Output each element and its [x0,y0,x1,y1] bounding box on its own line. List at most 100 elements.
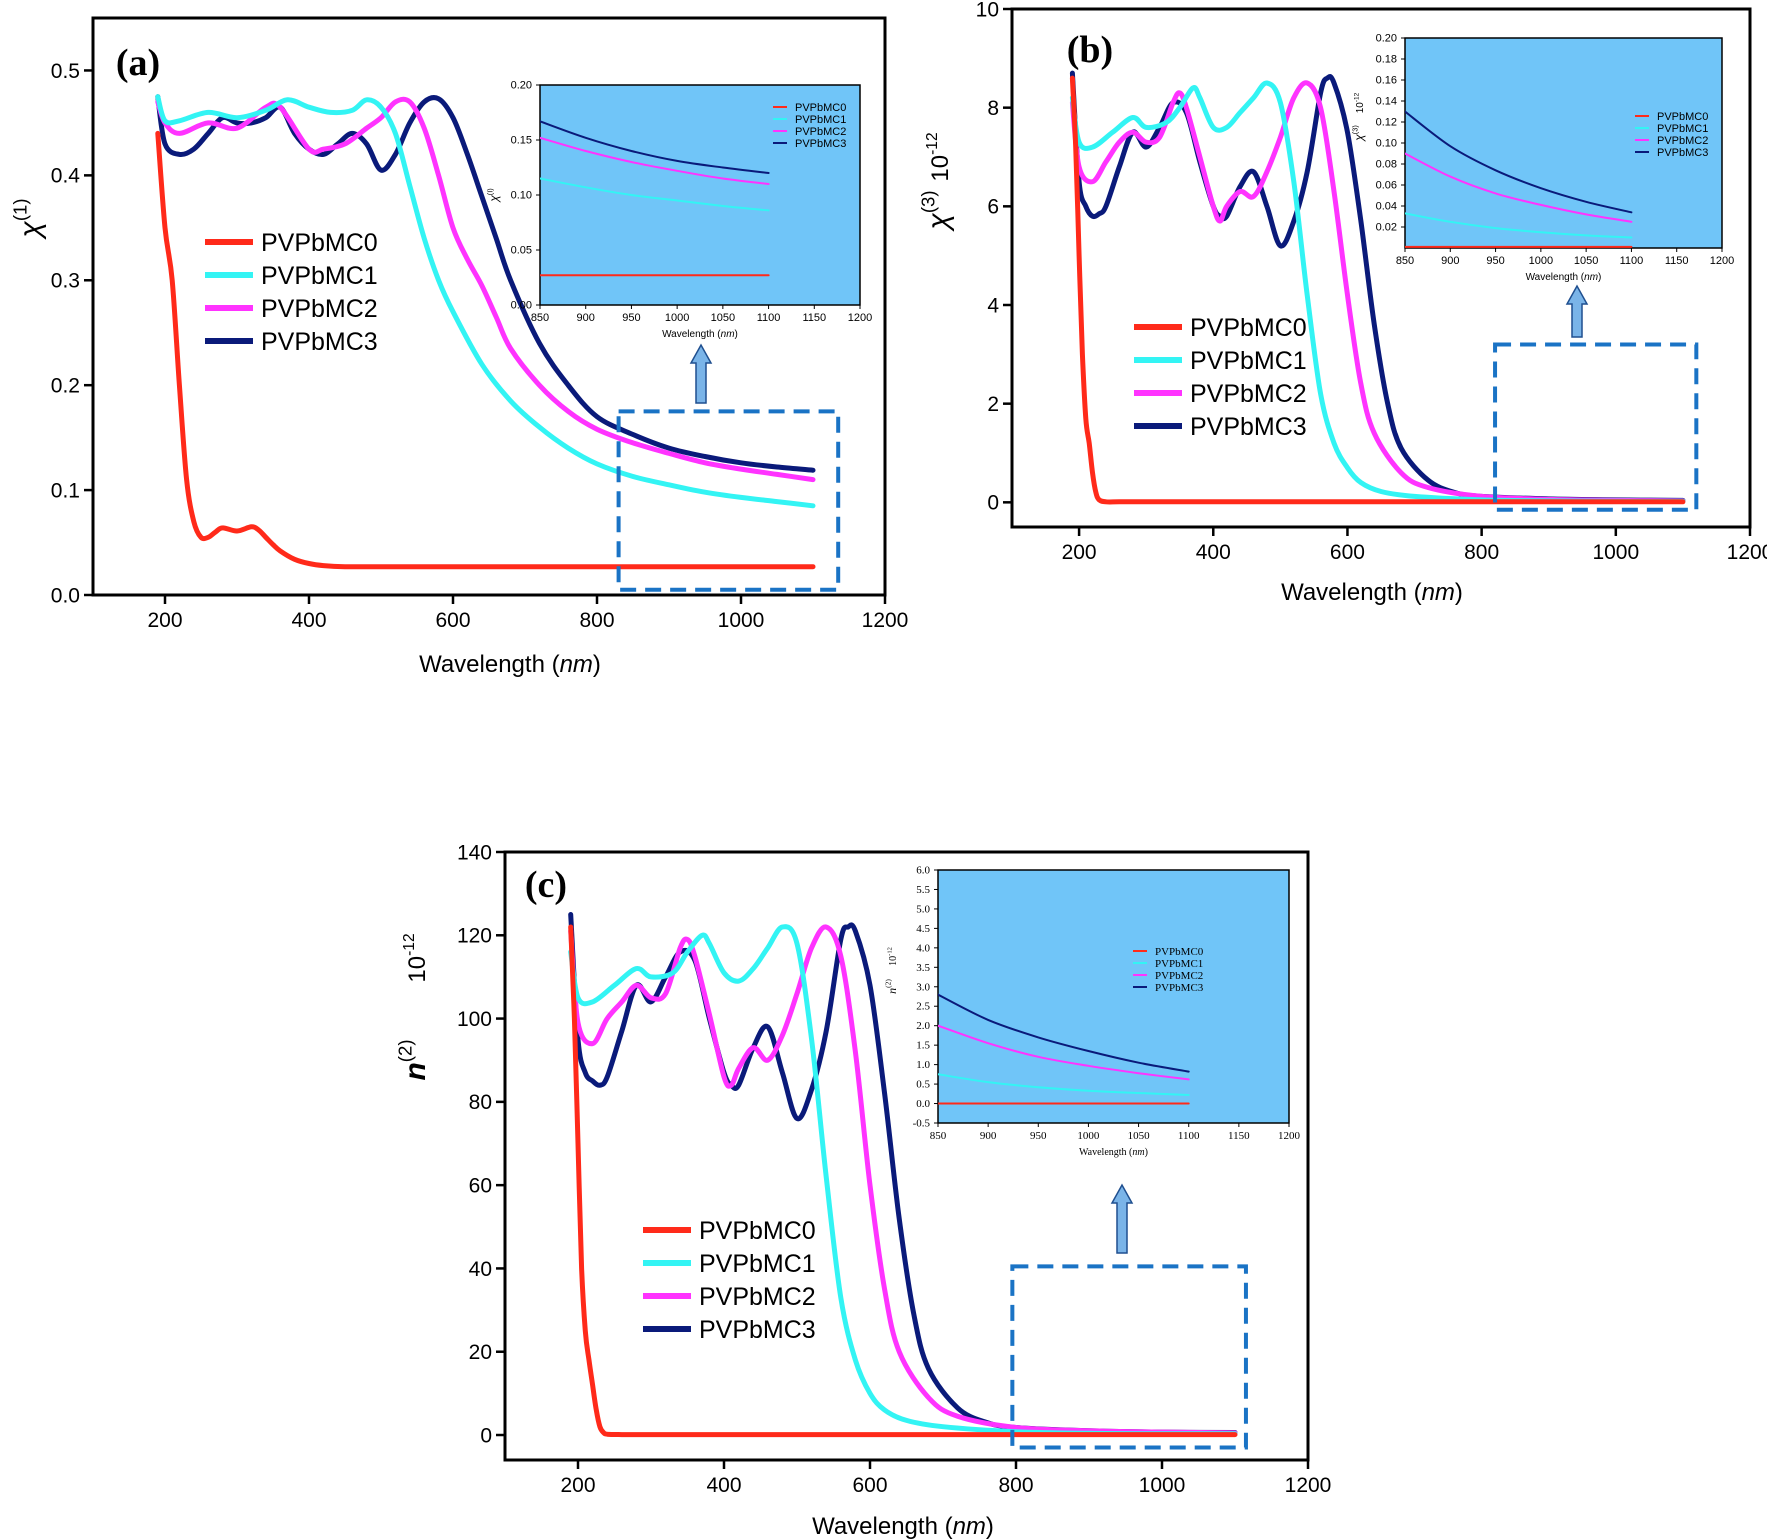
panel-b-plot-frame [1010,7,1752,529]
panel-a-plot-frame [91,16,887,597]
panel-c-inset-x-axis-title: Wavelength (nm) [1079,1147,1148,1158]
panel-a-zoom-arrow [689,343,713,404]
panel-a-inset-series-line-pvpbmc2 [540,136,770,185]
panel-c-inset-plot-frame [937,869,1290,1124]
panel-c-inset-y-tick-label: 1.5 [916,1040,930,1052]
panel-c-y-axis-unit: 10-12 [401,933,431,982]
panel-c-legend-label-pvpbmc2: PVPbMC2 [699,1283,816,1311]
panel-b-y-axis-unit: 10-12 [924,132,954,181]
panel-a-y-tick-label: 0.5 [51,60,80,83]
panel-b-x-tick-label: 600 [1330,541,1365,564]
panel-c-inset-series-line-pvpbmc2 [938,1024,1190,1081]
chart-panel-c: 200 400 600 800 1000 1200 0 20 40 60 80 100 120 140 (c… [395,841,1332,1539]
panel-c-inset-y-tick-label: 3.0 [916,981,930,993]
panel-c-inset-y-tick-label: 5.0 [916,903,930,915]
panel-b-inset-y-tick-label: 0.12 [1376,117,1397,129]
panel-a-y-tick-label: 0.1 [51,479,80,502]
panel-c-inset-y-tick-label: 3.5 [916,962,930,974]
panel-c-y-tick-label: 60 [469,1175,492,1198]
panel-b-zoom-box [1493,342,1699,512]
panel-b-y-tick-label: 10 [976,0,999,21]
panel-c-y-axis-title: n(2) [395,1039,433,1080]
panel-c-inset-y-tick-label: 0.5 [916,1079,930,1091]
panel-c-x-tick-label: 200 [560,1474,595,1497]
panel-a-y-axis-title: χ(1) [10,198,48,240]
panel-c-plot-frame [503,850,1310,1462]
panel-b-inset-legend-label-pvpbmc0: PVPbMC0 [1657,111,1708,123]
panel-b-inset-x-tick-label: 950 [1486,255,1504,267]
panel-c-legend-label-pvpbmc0: PVPbMC0 [699,1217,816,1245]
panel-a-inset-y-tick-label: 0.20 [511,80,532,92]
panel-c-x-tick-label: 800 [998,1474,1033,1497]
panel-b-inset-plot-frame [1404,37,1723,249]
panel-a-x-axis-title: Wavelength (nm) [419,651,601,678]
panel-a-x-tick-label: 200 [147,609,182,632]
panel-a-inset-x-tick-label: 1200 [848,312,872,324]
panel-b-series-line-pvpbmc3 [1069,70,1686,503]
panel-c-y-tick-label: 40 [469,1258,492,1281]
panel-b-inset-y-tick-label: 0.14 [1376,96,1397,108]
chart-panel-a: 200 400 600 800 1000 1200 0.0 0.1 0.2 0.3 0.4 0.5 (a… [10,16,909,678]
panel-a-inset-x-tick-label: 1050 [711,312,735,324]
panel-b-inset-x-tick-label: 900 [1441,255,1459,267]
panel-c-inset-x-tick-label: 950 [1030,1130,1047,1142]
panel-a-legend-label-pvpbmc3: PVPbMC3 [261,328,378,356]
panel-a-inset: 850 900 950 1000 1050 1100 1150 1200 0.00 0.05 0.1… [486,80,873,341]
panel-b-y-tick-label: 2 [987,393,999,416]
panel-c-y-tick-label: 120 [457,925,492,948]
panel-c-x-tick-label: 400 [706,1474,741,1497]
panel-c-x-tick-label: 600 [852,1474,887,1497]
panel-b-y-axis-title: χ(3) [918,190,956,232]
panel-b-inset-x-tick-label: 850 [1396,255,1414,267]
panel-c-inset-y-tick-label: 2.0 [916,1020,930,1032]
panel-b-inset-y-axis-unit: 10-12 [1354,92,1367,113]
panel-c-inset-y-axis-unit: 10-12 [887,947,900,966]
panel-a-inset-y-tick-label: 0.10 [511,190,532,202]
panel-c-series-line-pvpbmc1 [568,924,1238,1437]
panel-b-inset-legend-label-pvpbmc3: PVPbMC3 [1657,147,1708,159]
panel-b-inset-y-tick-label: 0.18 [1376,54,1397,66]
panel-c-y-tick-label: 80 [469,1091,492,1114]
panel-a-x-tick-label: 400 [291,609,326,632]
panel-c-inset-legend-label-pvpbmc0: PVPbMC0 [1155,946,1204,958]
panel-b-inset-y-tick-label: 0.20 [1376,33,1397,45]
panel-c-inset-y-tick-label: 4.5 [916,923,930,935]
panel-a-series-line-pvpbmc0 [155,130,816,570]
panel-b-panel-label: (b) [1067,29,1113,71]
panel-a-x-tick-label: 1000 [718,609,765,632]
panel-a-legend-label-pvpbmc1: PVPbMC1 [261,262,378,290]
panel-a-x-tick-label: 1200 [862,609,909,632]
panel-a-inset-series-line-pvpbmc1 [540,177,770,212]
panel-a-legend-label-pvpbmc0: PVPbMC0 [261,229,378,257]
panel-c-inset-legend-label-pvpbmc3: PVPbMC3 [1155,982,1204,994]
panel-c-series-line-pvpbmc0 [568,924,1238,1438]
panel-b-inset-x-tick-label: 1100 [1620,255,1644,267]
panel-c-zoom-box [1010,1264,1248,1450]
panel-a-inset-legend-label-pvpbmc0: PVPbMC0 [795,102,846,114]
panel-b-legend-label-pvpbmc2: PVPbMC2 [1190,380,1307,408]
panel-b-y-tick-label: 6 [987,196,999,219]
panel-a-y-tick-label: 0.2 [51,375,80,398]
panel-b-y-tick-label: 0 [987,492,999,515]
panel-c-legend-label-pvpbmc1: PVPbMC1 [699,1250,816,1278]
panel-a-x-tick-label: 800 [579,609,614,632]
panel-b-inset-x-tick-label: 1000 [1529,255,1553,267]
panel-b-x-axis-title: Wavelength (nm) [1281,579,1463,606]
panel-a-y-tick-label: 0.4 [51,165,81,188]
panel-b-x-tick-label: 1200 [1727,541,1767,564]
panel-c-inset-series-line-pvpbmc3 [938,993,1190,1073]
panel-c-inset-y-tick-label: 2.5 [916,1001,930,1013]
panel-b-series-line-pvpbmc1 [1069,80,1686,504]
panel-c-zoom-arrow [1110,1183,1134,1254]
panel-b-inset-series-line-pvpbmc1 [1405,212,1633,239]
panel-c-inset-y-tick-label: 6.0 [916,865,930,877]
panel-a-series-line-pvpbmc3 [155,94,816,473]
panel-a-y-tick-label: 0.3 [51,270,80,293]
panel-b-inset-x-axis-title: Wavelength (nm) [1526,272,1602,283]
panel-a-inset-legend-label-pvpbmc2: PVPbMC2 [795,126,846,138]
panel-b-series-line-pvpbmc2 [1069,80,1686,504]
panel-b-x-tick-label: 400 [1196,541,1231,564]
panel-a-inset-x-tick-label: 950 [622,312,640,324]
panel-a-inset-x-axis-title: Wavelength (nm) [662,329,738,340]
